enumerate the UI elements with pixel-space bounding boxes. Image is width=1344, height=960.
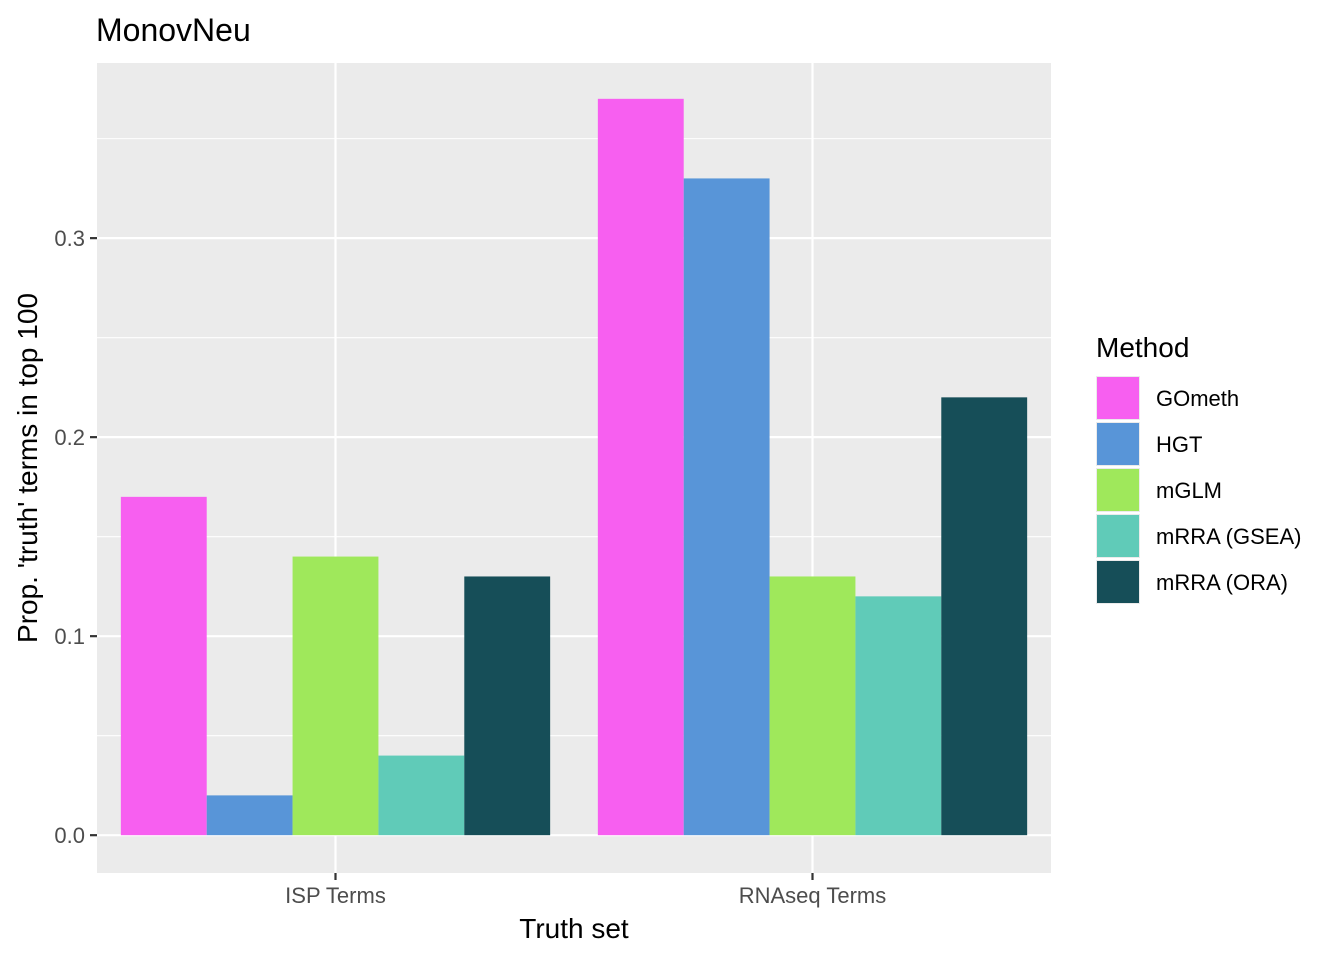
legend-key [1097, 515, 1139, 557]
bar-1-4 [941, 397, 1028, 836]
bar-1-3 [855, 596, 942, 836]
legend-label: HGT [1156, 432, 1202, 457]
y-axis-title: Prop. 'truth' terms in top 100 [12, 293, 43, 643]
y-tick-label: 0.2 [54, 425, 85, 450]
legend-title: Method [1096, 332, 1189, 363]
y-tick-label: 0.3 [54, 226, 85, 251]
bar-0-0 [120, 496, 207, 836]
legend-key [1097, 377, 1139, 419]
legend-label: mRRA (GSEA) [1156, 524, 1301, 549]
bar-0-3 [378, 755, 465, 836]
y-tick-label: 0.1 [54, 624, 85, 649]
x-axis-title: Truth set [519, 913, 629, 944]
legend-label: GOmeth [1156, 386, 1239, 411]
legend-key [1097, 423, 1139, 465]
bar-0-1 [206, 795, 293, 836]
bar-0-2 [292, 556, 379, 836]
legend-key [1097, 561, 1139, 603]
y-tick-label: 0.0 [54, 823, 85, 848]
legend: Method GOmeth HGT mGLM mRRA (GSEA) mRRA (ORA… [1096, 332, 1301, 604]
axes: 0.0 0.1 0.2 0.3 ISP Terms RNAseq Terms [54, 226, 886, 908]
legend-label: mGLM [1156, 478, 1222, 503]
bar-1-2 [769, 576, 856, 836]
chart-title: MonovNeu [96, 12, 251, 48]
bar-1-0 [597, 98, 684, 836]
bar-1-1 [683, 178, 770, 836]
x-tick-label: RNAseq Terms [739, 883, 887, 908]
legend-key [1097, 469, 1139, 511]
bar-0-4 [464, 576, 551, 836]
legend-label: mRRA (ORA) [1156, 570, 1288, 595]
x-tick-label: ISP Terms [285, 883, 386, 908]
bars [120, 98, 1028, 836]
